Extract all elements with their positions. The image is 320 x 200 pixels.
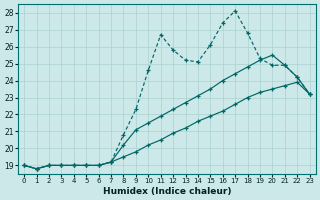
X-axis label: Humidex (Indice chaleur): Humidex (Indice chaleur): [103, 187, 231, 196]
